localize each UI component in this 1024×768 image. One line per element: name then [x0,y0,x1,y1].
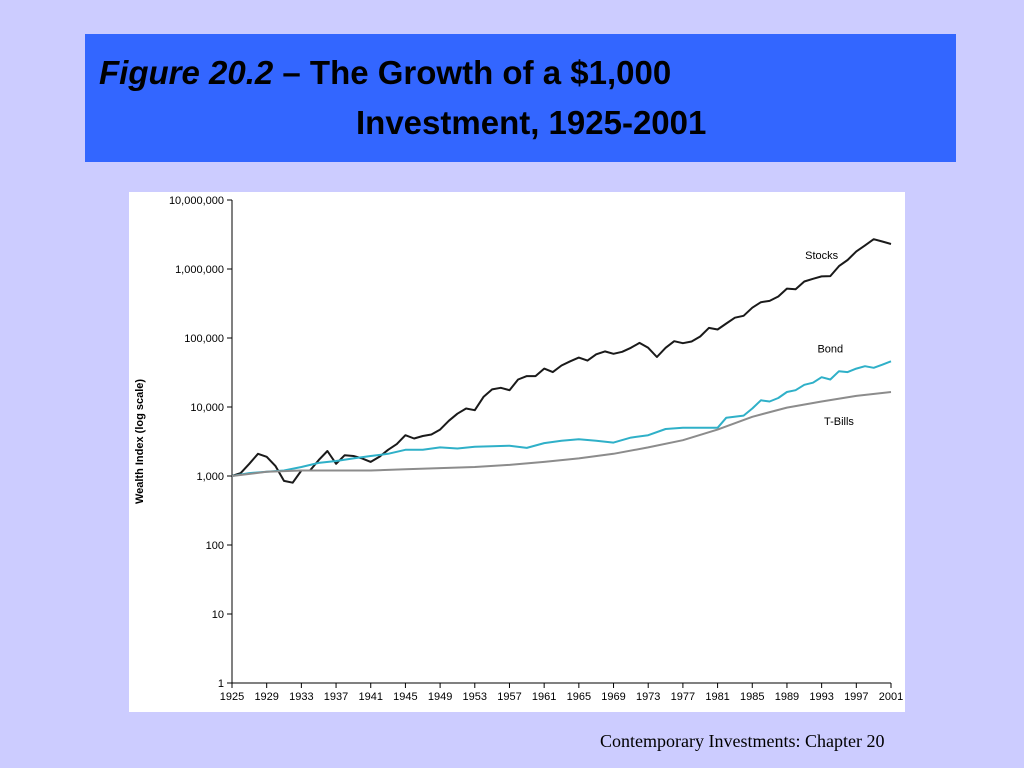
x-tick-label: 1941 [358,691,382,703]
x-tick-label: 1977 [671,691,695,703]
figure-number: Figure 20.2 [99,54,274,91]
x-tick-label: 1989 [775,691,799,703]
series-label-stocks: Stocks [805,250,839,262]
series-label-t-bills: T-Bills [824,416,854,428]
series-label-bond: Bond [817,343,843,355]
y-tick-label: 1 [218,678,224,690]
slide-footer: Contemporary Investments: Chapter 20 [600,731,885,751]
x-tick-label: 1953 [463,691,487,703]
x-tick-label: 1945 [393,691,417,703]
y-tick-label: 1,000 [196,471,224,483]
y-axis-title: Wealth Index (log scale) [134,379,146,504]
x-tick-label: 1973 [636,691,660,703]
series-line-bond [231,360,892,477]
series-line-t-bills [231,391,892,477]
series-labels: Stocks Bond T-Bills [805,250,854,428]
y-tick-label: 100 [206,540,224,552]
x-tick-label: 1933 [289,691,313,703]
title-banner: Figure 20.2 – The Growth of a $1,000 Inv… [85,34,956,162]
x-tick-label: 1969 [601,691,625,703]
slide-title-line-2: Investment, 1925-2001 [356,104,707,141]
y-tick-label: 100,000 [184,333,224,345]
x-tick-label: 1985 [740,691,764,703]
series-lines [231,238,892,484]
series-line-stocks [231,238,892,484]
growth-chart: 1 10 100 1,000 10,000 100,000 1,000,000 10,000,… [134,195,903,703]
x-tick-label: 1993 [809,691,833,703]
axes: 1 10 100 1,000 10,000 100,000 1,000,000 10,000,… [134,195,903,703]
y-tick-label: 1,000,000 [175,264,224,276]
y-tick-label: 10 [212,609,224,621]
x-tick-label: 1997 [844,691,868,703]
slide-title-line-1: Figure 20.2 – The Growth of a $1,000 [99,54,671,92]
x-tick-label: 1949 [428,691,452,703]
chart-panel: 1 10 100 1,000 10,000 100,000 1,000,000 10,000,… [129,192,905,712]
x-tick-label: 1961 [532,691,556,703]
x-tick-label: 1925 [220,691,244,703]
x-tick-label: 1937 [324,691,348,703]
y-tick-label: 10,000,000 [169,195,224,207]
x-tick-label: 1981 [705,691,729,703]
x-tick-label: 2001 [879,691,903,703]
x-tick-label: 1957 [497,691,521,703]
x-tick-label: 1929 [254,691,278,703]
title-text: – The Growth of a $1,000 [273,54,672,91]
x-tick-label: 1965 [567,691,591,703]
y-tick-label: 10,000 [190,402,224,414]
